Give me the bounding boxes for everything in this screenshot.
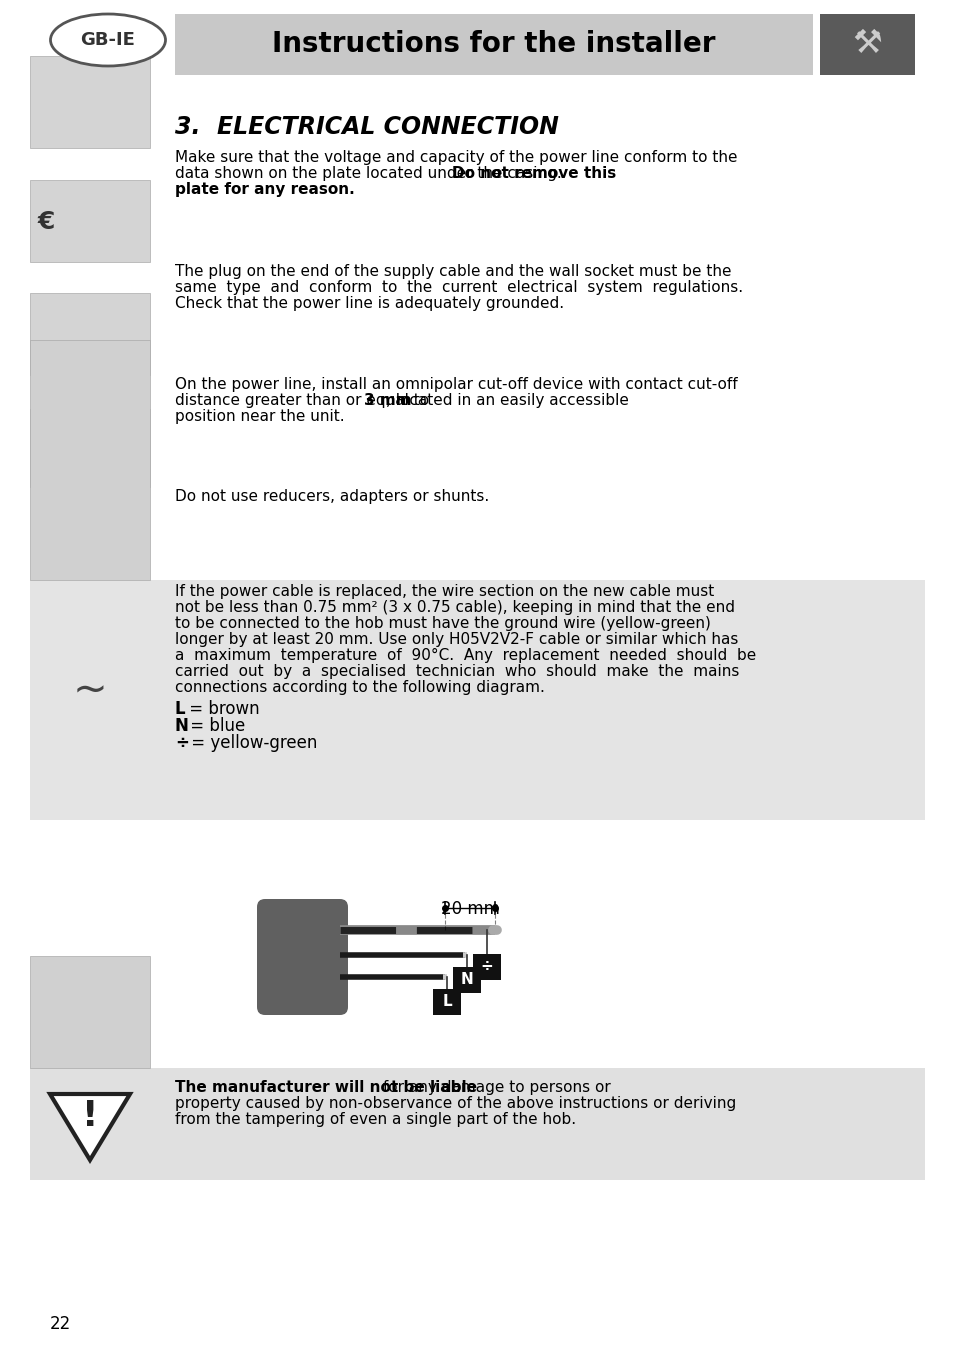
- Text: not be less than 0.75 mm² (3 x 0.75 cable), keeping in mind that the end: not be less than 0.75 mm² (3 x 0.75 cabl…: [174, 600, 734, 615]
- Text: L: L: [174, 701, 186, 718]
- Text: to be connected to the hob must have the ground wire (yellow-green): to be connected to the hob must have the…: [174, 617, 710, 631]
- Text: longer by at least 20 mm. Use only H05V2V2-F cable or similar which has: longer by at least 20 mm. Use only H05V2…: [174, 631, 738, 646]
- Text: 20 mm: 20 mm: [440, 900, 499, 917]
- Text: !: !: [82, 1099, 98, 1133]
- Text: GB-IE: GB-IE: [80, 31, 135, 49]
- Text: ~: ~: [72, 669, 108, 711]
- Text: The manufacturer will not be liable: The manufacturer will not be liable: [174, 1080, 476, 1095]
- FancyBboxPatch shape: [433, 989, 460, 1015]
- FancyBboxPatch shape: [256, 898, 348, 1015]
- Text: The plug on the end of the supply cable and the wall socket must be the: The plug on the end of the supply cable …: [174, 264, 731, 279]
- Text: property caused by non-observance of the above instructions or deriving: property caused by non-observance of the…: [174, 1096, 736, 1111]
- FancyBboxPatch shape: [820, 14, 914, 75]
- FancyBboxPatch shape: [30, 1068, 924, 1180]
- Text: from the tampering of even a single part of the hob.: from the tampering of even a single part…: [174, 1112, 576, 1127]
- FancyBboxPatch shape: [30, 56, 150, 148]
- Text: data shown on the plate located under the casing.: data shown on the plate located under th…: [174, 167, 566, 182]
- Text: Instructions for the installer: Instructions for the installer: [272, 30, 715, 58]
- Text: ÷: ÷: [174, 734, 189, 752]
- FancyBboxPatch shape: [30, 409, 150, 486]
- Text: ÷: ÷: [480, 959, 493, 974]
- Text: connections according to the following diagram.: connections according to the following d…: [174, 680, 544, 695]
- Text: Do not use reducers, adapters or shunts.: Do not use reducers, adapters or shunts.: [174, 489, 489, 504]
- Text: €: €: [38, 210, 55, 234]
- Text: Do not remove this: Do not remove this: [452, 167, 616, 182]
- Text: On the power line, install an omnipolar cut-off device with contact cut-off: On the power line, install an omnipolar …: [174, 377, 737, 392]
- FancyBboxPatch shape: [473, 954, 500, 980]
- FancyBboxPatch shape: [30, 180, 150, 262]
- Text: for any damage to persons or: for any damage to persons or: [377, 1080, 610, 1095]
- Text: 3.  ELECTRICAL CONNECTION: 3. ELECTRICAL CONNECTION: [174, 115, 558, 140]
- FancyBboxPatch shape: [30, 957, 150, 1068]
- Text: position near the unit.: position near the unit.: [174, 409, 344, 424]
- Text: plate for any reason.: plate for any reason.: [174, 182, 355, 196]
- Text: L: L: [442, 995, 452, 1009]
- Text: Make sure that the voltage and capacity of the power line conform to the: Make sure that the voltage and capacity …: [174, 150, 737, 165]
- Text: distance greater than or equal to: distance greater than or equal to: [174, 393, 434, 408]
- Text: 3 mm: 3 mm: [363, 393, 411, 408]
- FancyBboxPatch shape: [30, 580, 924, 820]
- Text: ⚒: ⚒: [851, 27, 881, 61]
- Text: N: N: [174, 717, 189, 734]
- Text: 22: 22: [50, 1314, 71, 1333]
- Text: = yellow-green: = yellow-green: [186, 734, 317, 752]
- Text: Check that the power line is adequately grounded.: Check that the power line is adequately …: [174, 295, 563, 312]
- FancyBboxPatch shape: [0, 0, 953, 80]
- Text: same  type  and  conform  to  the  current  electrical  system  regulations.: same type and conform to the current ele…: [174, 280, 742, 295]
- Polygon shape: [50, 1093, 130, 1160]
- Text: = blue: = blue: [185, 717, 245, 734]
- FancyBboxPatch shape: [30, 293, 150, 375]
- Text: carried  out  by  a  specialised  technician  who  should  make  the  mains: carried out by a specialised technician …: [174, 664, 739, 679]
- Ellipse shape: [51, 14, 165, 66]
- Text: N: N: [460, 973, 473, 988]
- Text: a  maximum  temperature  of  90°C.  Any  replacement  needed  should  be: a maximum temperature of 90°C. Any repla…: [174, 648, 756, 663]
- FancyBboxPatch shape: [174, 14, 812, 75]
- Text: If the power cable is replaced, the wire section on the new cable must: If the power cable is replaced, the wire…: [174, 584, 714, 599]
- FancyBboxPatch shape: [453, 967, 480, 993]
- Text: = brown: = brown: [184, 701, 259, 718]
- Text: , located in an easily accessible: , located in an easily accessible: [386, 393, 628, 408]
- FancyBboxPatch shape: [30, 340, 150, 580]
